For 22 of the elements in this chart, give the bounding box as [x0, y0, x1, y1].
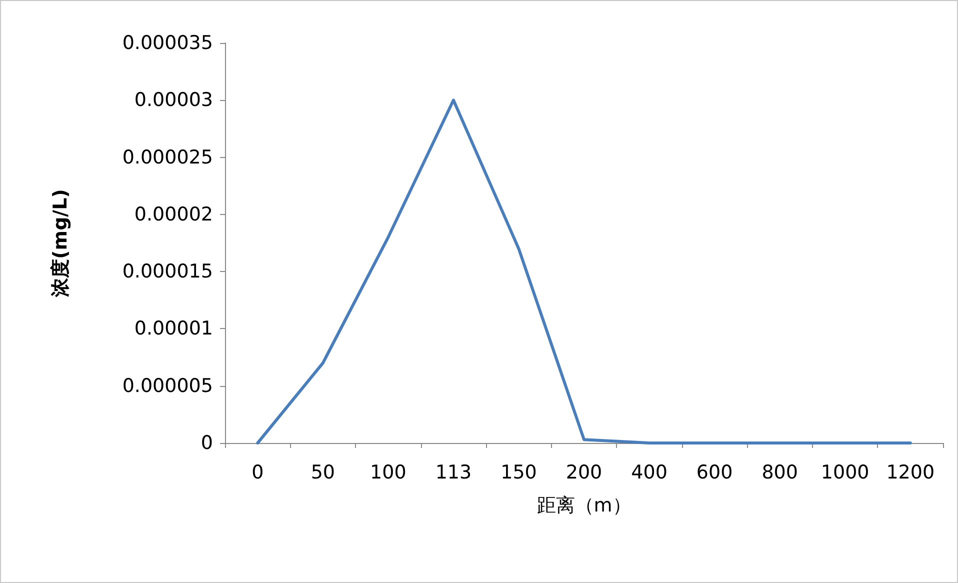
y-tick-label: 0.000015 [122, 260, 213, 283]
x-tick-label: 600 [696, 462, 733, 484]
x-tick-label: 400 [631, 462, 668, 484]
y-tick-label: 0 [200, 432, 213, 454]
x-tick-label: 100 [370, 462, 406, 484]
x-tick-label: 150 [500, 462, 537, 484]
line-series [256, 98, 912, 444]
x-axis-title: 距离（m） [536, 494, 632, 516]
y-tick-label: 0.000025 [122, 146, 213, 168]
y-tick-label: 0.00003 [134, 89, 213, 112]
x-tick-label: 50 [310, 462, 336, 484]
y-tick-label: 0.00001 [134, 318, 213, 340]
y-axis-title: 浓度(mg/L) [50, 189, 72, 298]
x-tick-label: 800 [762, 462, 798, 484]
x-tick-label: 1000 [820, 462, 870, 484]
x-tick-label: 200 [566, 462, 602, 484]
y-tick-label: 0.000035 [122, 32, 213, 54]
y-tick-label: 0.000005 [122, 374, 213, 397]
x-tick-label: 113 [435, 462, 472, 484]
x-tick-label: 0 [252, 462, 264, 484]
y-tick-label: 0.00002 [134, 203, 213, 226]
x-tick-label: 1200 [886, 462, 935, 484]
